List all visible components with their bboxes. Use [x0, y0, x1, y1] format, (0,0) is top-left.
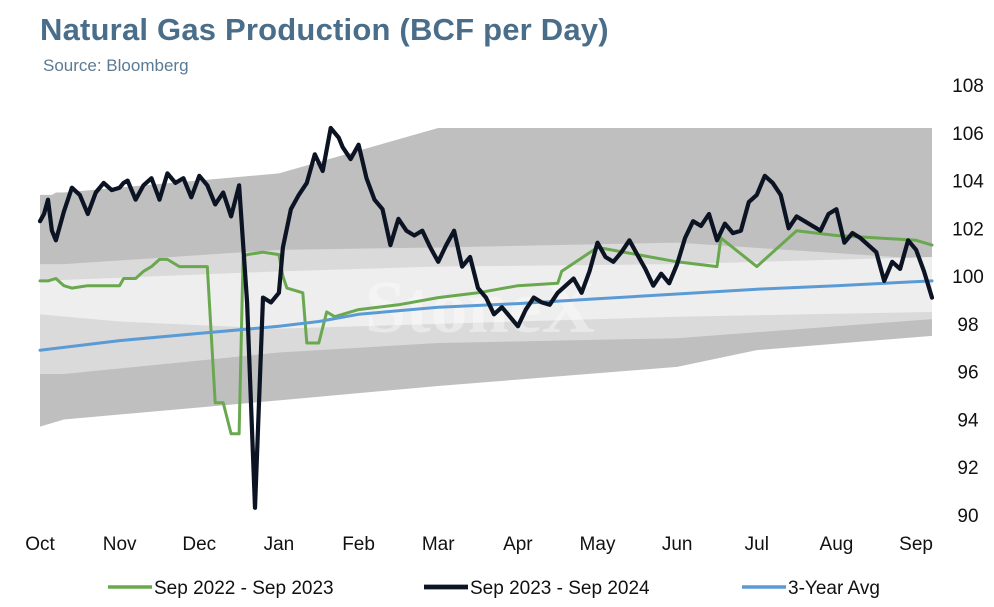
chart-title: Natural Gas Production (BCF per Day)	[40, 12, 609, 47]
x-tick-label: Dec	[182, 534, 216, 555]
x-tick-label: Jul	[745, 534, 769, 555]
y-tick-label: 94	[957, 410, 979, 431]
y-tick-label: 108	[952, 76, 984, 97]
x-tick-label: Sep	[899, 534, 933, 555]
y-tick-label: 102	[952, 219, 984, 240]
series-line-3	[38, 279, 934, 352]
y-tick-label: 106	[952, 124, 984, 145]
series-line-1	[38, 229, 934, 436]
y-axis-ticks: 90 92 94 96 98 100 102 104 106 108	[952, 76, 984, 527]
y-tick-label: 100	[952, 267, 984, 288]
series-line-2	[37, 125, 935, 510]
x-tick-label: Jan	[264, 534, 295, 555]
x-tick-label: Aug	[820, 534, 854, 555]
y-tick-label: 90	[957, 506, 978, 527]
series-lines	[37, 125, 935, 510]
x-tick-label: Jun	[662, 534, 693, 555]
legend-label: 3-Year Avg	[788, 578, 880, 599]
legend-label: Sep 2022 - Sep 2023	[154, 578, 334, 599]
chart-subtitle: Source: Bloomberg	[43, 56, 189, 75]
x-tick-label: Apr	[503, 534, 533, 555]
y-tick-label: 92	[957, 458, 978, 479]
x-tick-label: Oct	[25, 534, 55, 555]
x-tick-label: Mar	[422, 534, 455, 555]
watermark: StoneX	[365, 267, 595, 349]
x-tick-label: Nov	[103, 534, 137, 555]
x-axis-ticks: Oct Nov Dec Jan Feb Mar Apr May Jun Jul Aug Sep	[25, 534, 933, 555]
y-tick-label: 96	[957, 363, 978, 384]
legend: Sep 2022 - Sep 2023 Sep 2023 - Sep 2024 3-…	[108, 578, 880, 599]
y-tick-label: 104	[952, 172, 984, 193]
x-tick-label: May	[580, 534, 616, 555]
y-tick-label: 98	[957, 315, 978, 336]
x-tick-label: Feb	[342, 534, 375, 555]
legend-label: Sep 2023 - Sep 2024	[470, 578, 650, 599]
